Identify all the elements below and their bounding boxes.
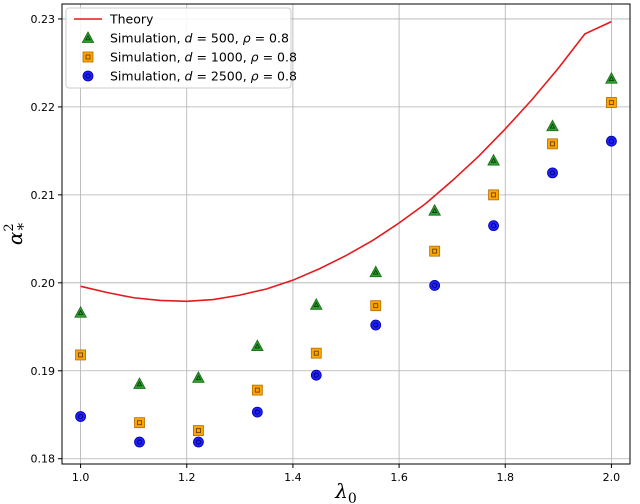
legend-label-d2500-d: d <box>185 69 193 84</box>
legend-label-d2500: Simulation, d = 2500, ρ = 0.8 <box>110 69 297 84</box>
plot-frame <box>61 3 631 465</box>
data-point <box>606 135 617 147</box>
x-tick-label: 2.0 <box>603 471 621 484</box>
y-tick-label: 0.21 <box>31 189 56 202</box>
y-axis-label: α2* <box>2 222 32 245</box>
data-point <box>75 349 86 361</box>
data-point <box>428 203 442 216</box>
data-point <box>605 71 618 84</box>
series-circle <box>75 135 617 448</box>
plot-area <box>74 20 618 448</box>
data-point <box>193 436 204 448</box>
data-point <box>606 97 617 108</box>
x-tick-label: 1.0 <box>72 471 90 484</box>
series-square <box>75 97 617 436</box>
data-point <box>429 280 441 291</box>
legend-label-d2500-dval: = 2500, <box>192 69 250 84</box>
legend-label-d2500-rhoval: = 0.8 <box>259 69 297 84</box>
data-point <box>251 384 263 396</box>
legend-label-d500-prefix: Simulation, <box>110 31 185 46</box>
data-point <box>74 305 87 318</box>
y-tick-label: 0.23 <box>31 13 56 26</box>
axis-ticks: 1.0 1.2 1.4 1.6 1.8 2.0 0.18 0.19 0.20 0.21 0.22 0.… <box>31 13 621 484</box>
legend-label-d500-rhoval: = 0.8 <box>251 31 289 46</box>
legend-swatch-triangle <box>81 31 95 43</box>
y-axis-label-symbol: α <box>3 231 27 245</box>
data-point <box>133 377 146 389</box>
data-point <box>134 417 145 429</box>
legend-symbols <box>74 18 102 82</box>
y-tick-label: 0.20 <box>31 277 56 290</box>
legend-label-d500-dval: = 500, <box>192 31 242 46</box>
data-point <box>487 153 500 166</box>
data-point <box>75 411 86 422</box>
x-tick-label: 1.8 <box>497 471 515 484</box>
data-point <box>309 297 323 310</box>
x-tick-label: 1.6 <box>390 471 408 484</box>
legend-label-d1000-rho: ρ <box>251 50 259 65</box>
data-point <box>251 406 263 418</box>
theory-line <box>80 20 612 303</box>
legend-swatch-circle <box>82 70 94 82</box>
legend-label-d1000-rhoval: = 0.8 <box>259 50 297 65</box>
data-point <box>310 347 322 359</box>
legend-swatch-square <box>82 51 94 63</box>
y-tick-label: 0.18 <box>31 453 56 466</box>
legend: Theory Simulation, d = 500, ρ = 0.8 Simu… <box>65 7 297 89</box>
legend-label-d2500-rho: ρ <box>251 69 259 84</box>
data-point <box>547 138 558 150</box>
legend-label-d1000-dval: = 1000, <box>192 50 250 65</box>
data-point <box>310 369 322 381</box>
data-point <box>370 319 382 331</box>
x-axis-label-subscript: 0 <box>348 491 357 504</box>
x-axis-label: λ0 <box>334 479 357 504</box>
legend-label-d500-rho: ρ <box>243 31 251 46</box>
data-point <box>250 339 264 352</box>
data-point <box>369 265 383 278</box>
data-point <box>370 300 382 312</box>
legend-label-d500-d: d <box>185 31 193 46</box>
y-tick-label: 0.22 <box>31 101 56 114</box>
data-point <box>192 370 205 383</box>
legend-box <box>65 7 292 89</box>
data-point <box>134 436 145 448</box>
y-tick-label: 0.19 <box>31 365 56 378</box>
data-point <box>547 167 558 179</box>
y-axis-label-subscript: * <box>14 222 32 230</box>
data-point <box>488 220 499 232</box>
data-point <box>488 189 499 201</box>
x-axis-label-symbol: λ <box>334 479 348 503</box>
legend-label-d500: Simulation, d = 500, ρ = 0.8 <box>110 31 289 46</box>
legend-label-d2500-prefix: Simulation, <box>110 69 185 84</box>
data-point <box>429 245 441 257</box>
y-axis-label-superscript: 2 <box>2 223 17 231</box>
data-point <box>193 425 204 436</box>
series-triangle <box>74 71 618 389</box>
legend-label-d1000-prefix: Simulation, <box>110 50 185 65</box>
legend-label-d1000-d: d <box>185 50 193 65</box>
x-tick-label: 1.4 <box>284 471 302 484</box>
legend-label-theory: Theory <box>109 12 154 27</box>
data-point <box>546 119 559 132</box>
x-tick-label: 1.2 <box>178 471 196 484</box>
legend-label-d1000: Simulation, d = 1000, ρ = 0.8 <box>110 50 297 65</box>
